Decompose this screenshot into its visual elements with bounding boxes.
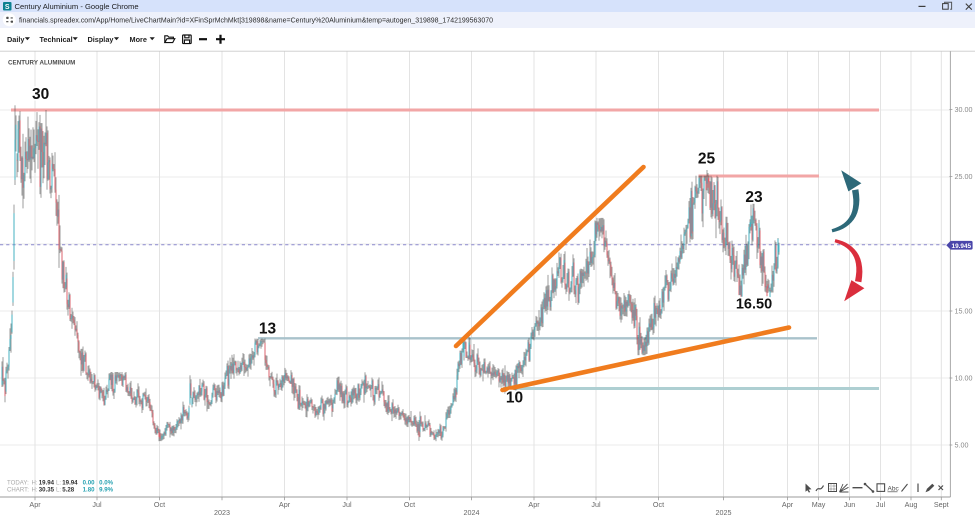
svg-text:Abc: Abc — [888, 486, 900, 493]
svg-text:CENTURY ALUMINIUM: CENTURY ALUMINIUM — [8, 60, 75, 67]
svg-text:10.00: 10.00 — [955, 374, 973, 383]
svg-text:Apr: Apr — [782, 500, 794, 509]
svg-text:Century Aluminium - Google Chr: Century Aluminium - Google Chrome — [15, 2, 139, 11]
svg-text:19.945: 19.945 — [952, 243, 972, 250]
svg-text:16.50: 16.50 — [736, 297, 772, 313]
svg-text:Oct: Oct — [404, 500, 415, 509]
svg-text:Oct: Oct — [653, 500, 664, 509]
svg-text:Apr: Apr — [29, 500, 41, 509]
svg-text:2025: 2025 — [716, 508, 732, 517]
svg-text:2024: 2024 — [464, 508, 480, 517]
svg-text:0.00: 0.00 — [83, 479, 95, 486]
svg-text:Jul: Jul — [342, 500, 352, 509]
svg-text:H:: H: — [32, 487, 38, 494]
svg-text:0.0%: 0.0% — [99, 479, 113, 486]
svg-text:Jun: Jun — [844, 500, 856, 509]
svg-text:H:: H: — [32, 479, 38, 486]
svg-text:25.00: 25.00 — [955, 172, 973, 181]
svg-text:financials.spreadex.com/App/Ho: financials.spreadex.com/App/Home/LiveCha… — [19, 15, 493, 24]
svg-text:May: May — [812, 500, 826, 509]
svg-text:30: 30 — [32, 86, 49, 103]
svg-text:Display: Display — [88, 35, 115, 44]
svg-text:Technical: Technical — [40, 35, 73, 44]
svg-text:19.94: 19.94 — [62, 479, 78, 486]
svg-text:Apr: Apr — [279, 500, 291, 509]
svg-text:23: 23 — [745, 189, 763, 206]
svg-text:9.9%: 9.9% — [99, 487, 113, 494]
svg-text:10: 10 — [506, 390, 523, 407]
svg-text:L:: L: — [56, 487, 61, 494]
svg-text:Oct: Oct — [154, 500, 165, 509]
svg-text:13: 13 — [259, 321, 277, 338]
svg-text:More: More — [130, 35, 147, 44]
svg-text:CHART:: CHART: — [7, 487, 29, 494]
svg-text:1.80: 1.80 — [83, 487, 95, 494]
svg-text:5.28: 5.28 — [62, 487, 74, 494]
svg-text:15.00: 15.00 — [955, 307, 973, 316]
svg-text:2023: 2023 — [214, 508, 230, 517]
svg-text:Daily: Daily — [7, 35, 25, 44]
svg-text:TODAY:: TODAY: — [7, 479, 29, 486]
svg-text:S: S — [5, 4, 10, 11]
svg-text:19.94: 19.94 — [39, 479, 55, 486]
svg-text:Jul: Jul — [591, 500, 601, 509]
svg-text:25: 25 — [698, 151, 716, 168]
svg-text:Apr: Apr — [528, 500, 540, 509]
svg-text:Jul: Jul — [876, 500, 886, 509]
svg-text:Jul: Jul — [92, 500, 102, 509]
svg-text:5.00: 5.00 — [955, 441, 969, 450]
svg-text:L:: L: — [56, 479, 61, 486]
svg-text:Sept: Sept — [934, 500, 949, 509]
svg-text:Aug: Aug — [905, 500, 918, 509]
svg-text:30.35: 30.35 — [39, 487, 55, 494]
svg-text:30.00: 30.00 — [955, 105, 973, 114]
